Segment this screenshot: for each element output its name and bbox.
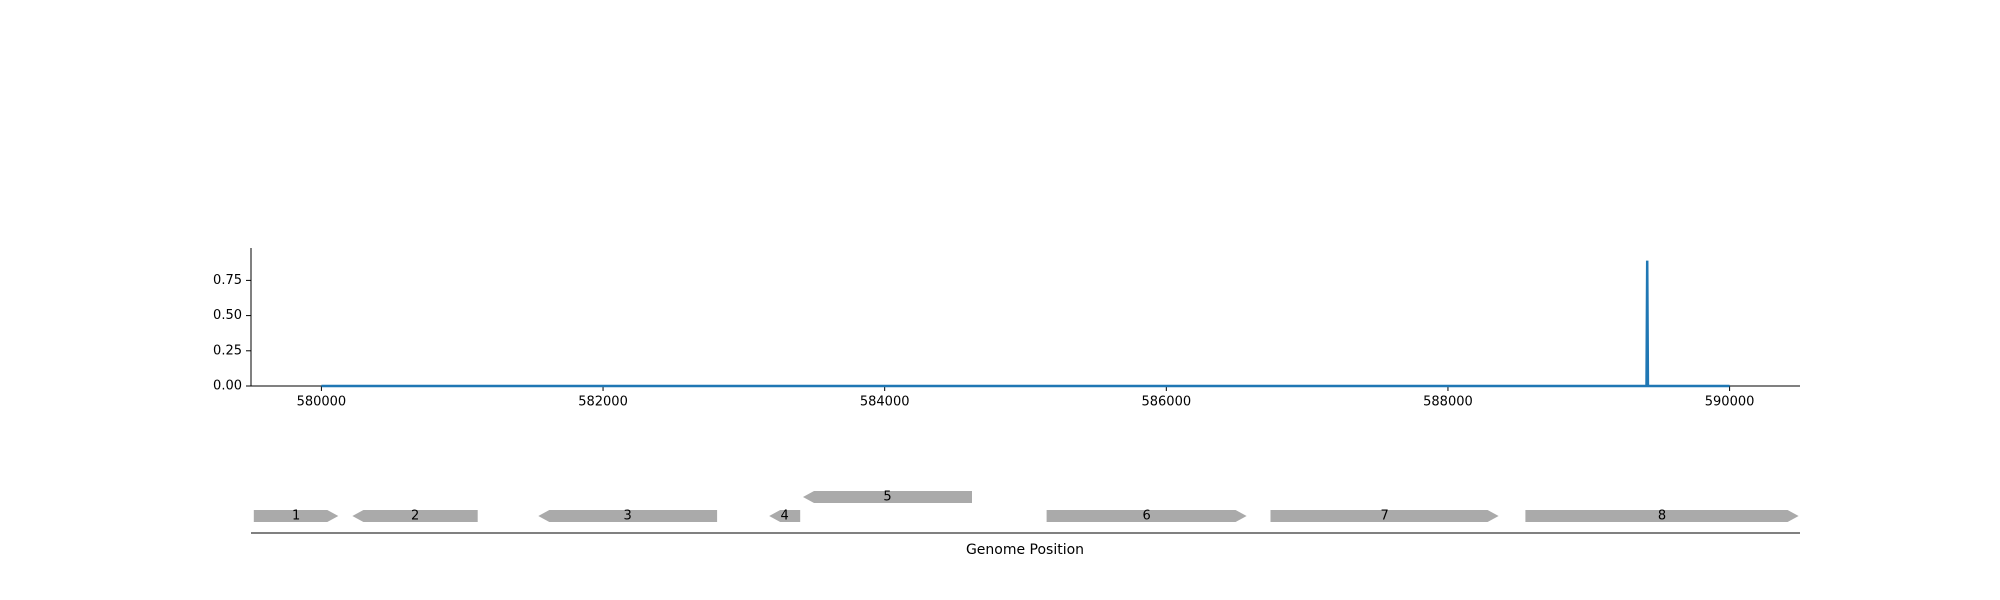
gene-label: 2 bbox=[411, 509, 419, 524]
gene-arrow bbox=[803, 491, 972, 503]
y-tick-label: 0.75 bbox=[213, 273, 242, 288]
gene-label: 4 bbox=[781, 509, 789, 524]
y-ticks: 0.00 0.25 0.50 0.75 bbox=[213, 273, 251, 394]
x-tick-label: 580000 bbox=[297, 395, 347, 410]
gene-label: 3 bbox=[624, 509, 632, 524]
y-tick-label: 0.00 bbox=[213, 379, 242, 394]
x-ticks: 580000 582000 584000 586000 588000 590000 bbox=[297, 386, 1755, 410]
x-tick-label: 584000 bbox=[860, 395, 910, 410]
x-tick-label: 590000 bbox=[1705, 395, 1755, 410]
gene-label: 6 bbox=[1142, 509, 1150, 524]
coverage-plot: 0.00 0.25 0.50 0.75 580000 582000 584000 58600… bbox=[213, 248, 1800, 410]
gene-arrow bbox=[352, 510, 478, 522]
gene-arrow bbox=[253, 510, 339, 522]
gene-arrow bbox=[1270, 510, 1499, 522]
y-tick-label: 0.50 bbox=[213, 308, 242, 323]
gene-label: 5 bbox=[883, 490, 891, 505]
x-tick-label: 588000 bbox=[1423, 395, 1473, 410]
gene-label: 8 bbox=[1658, 509, 1666, 524]
gene-label: 1 bbox=[292, 509, 300, 524]
gene-track: 1 2 3 4 5 6 7 8 Genome Position bbox=[251, 490, 1800, 558]
gene-arrow bbox=[769, 510, 801, 522]
x-tick-label: 582000 bbox=[578, 395, 628, 410]
gene-arrow bbox=[1046, 510, 1247, 522]
gene-arrow bbox=[1525, 510, 1799, 522]
gene-label: 7 bbox=[1380, 509, 1388, 524]
y-tick-label: 0.25 bbox=[213, 343, 242, 358]
coverage-series-line bbox=[321, 260, 1730, 388]
gene-arrows: 1 2 3 4 5 6 7 8 bbox=[253, 490, 1799, 524]
gene-arrow bbox=[538, 510, 718, 522]
x-tick-label: 586000 bbox=[1141, 395, 1191, 410]
gene-track-xlabel: Genome Position bbox=[966, 542, 1084, 558]
